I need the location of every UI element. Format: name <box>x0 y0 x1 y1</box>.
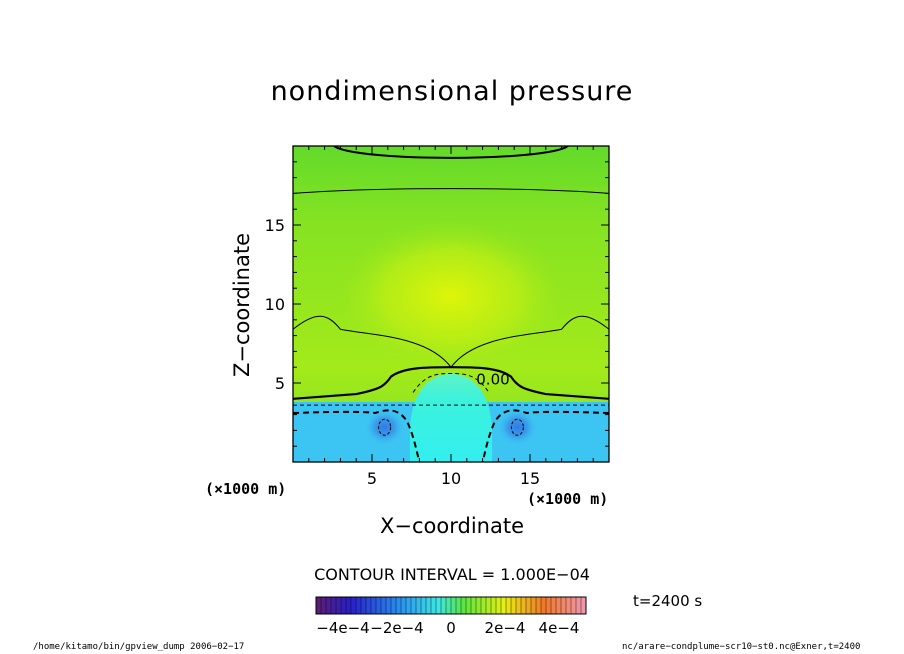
contour-zero <box>293 366 609 400</box>
colorbar-cell <box>491 597 497 614</box>
colorbar-cell <box>456 597 462 614</box>
colorbar-cell <box>481 597 487 614</box>
colorbar-cell <box>391 597 397 614</box>
colorbar-cell <box>546 597 552 614</box>
colorbar-tick-label: 2e−4 <box>485 619 526 637</box>
x-tick-label: 10 <box>441 469 461 488</box>
contour-dashed-left <box>293 409 421 462</box>
colorbar-tick-label: −4e−4 <box>316 619 369 637</box>
colorbar-cell <box>341 597 347 614</box>
colorbar-cell <box>536 597 542 614</box>
colorbar-cell <box>426 597 432 614</box>
colorbar-cell <box>501 597 507 614</box>
colorbar-cell <box>421 597 427 614</box>
colorbar-cell <box>361 597 367 614</box>
contour-dashed-core <box>412 373 490 393</box>
y-tick-label: 15 <box>265 216 285 235</box>
colorbar-cell <box>346 597 352 614</box>
contour-top <box>333 146 569 159</box>
colorbar-cell <box>411 597 417 614</box>
colorbar-cell <box>581 597 587 614</box>
colorbar-cell <box>541 597 547 614</box>
x-axis-unit: (×1000 m) <box>527 490 609 508</box>
colorbar-cell <box>416 597 422 614</box>
contour-min-left <box>378 418 392 436</box>
field-core <box>409 373 493 462</box>
contour-dashed-right <box>481 409 609 462</box>
colorbar-tick-label: −2e−4 <box>370 619 423 637</box>
colorbar-cell <box>371 597 377 614</box>
x-tick-label: 5 <box>367 469 377 488</box>
colorbar-cell <box>571 597 577 614</box>
contour-interval-text: CONTOUR INTERVAL = 1.000E−04 <box>314 565 590 584</box>
colorbar-cell <box>336 597 342 614</box>
colorbar-cell <box>561 597 567 614</box>
colorbar-cell <box>476 597 482 614</box>
colorbar-cell <box>531 597 537 614</box>
colorbar-cell <box>496 597 502 614</box>
field-minimum-left <box>364 409 405 446</box>
axis-ticks: 5 10 15 5 10 15 <box>265 146 609 488</box>
footer-right-text: nc/arare−condplume−scr10−st0.nc@Exner,t=… <box>622 642 861 652</box>
colorbar: −4e−4 −2e−4 0 2e−4 4e−4 <box>315 596 587 637</box>
pressure-field <box>293 146 609 462</box>
colorbar-cell <box>326 597 332 614</box>
colorbar-cell <box>321 597 327 614</box>
field-minimum-right <box>497 409 538 446</box>
y-tick-label: 5 <box>275 374 285 393</box>
colorbar-cell <box>436 597 442 614</box>
colorbar-cell <box>566 597 572 614</box>
contour-lines: 0.00 <box>293 146 609 462</box>
colorbar-cell <box>431 597 437 614</box>
colorbar-cell <box>316 597 322 614</box>
colorbar-cell <box>366 597 372 614</box>
colorbar-cell <box>331 597 337 614</box>
colorbar-cell <box>451 597 457 614</box>
colorbar-cell <box>521 597 527 614</box>
colorbar-cell <box>356 597 362 614</box>
colorbar-cell <box>446 597 452 614</box>
contour-min-right <box>510 418 524 436</box>
colorbar-cell <box>461 597 467 614</box>
colorbar-cell <box>396 597 402 614</box>
colorbar-cell <box>576 597 582 614</box>
footer-left-text: /home/kitamo/bin/gpview_dump 2006−02−17 <box>33 642 245 652</box>
colorbar-cell <box>556 597 562 614</box>
colorbar-cell <box>441 597 447 614</box>
contour-upper <box>293 188 609 194</box>
chart-title: nondimensional pressure <box>270 76 634 107</box>
y-axis-unit: (×1000 m) <box>205 480 287 498</box>
colorbar-cell <box>466 597 472 614</box>
colorbar-cell <box>401 597 407 614</box>
colorbar-tick-label: 4e−4 <box>539 619 580 637</box>
field-upper-center <box>337 220 565 372</box>
colorbar-cell <box>486 597 492 614</box>
colorbar-cell <box>551 597 557 614</box>
y-tick-label: 10 <box>265 295 285 314</box>
colorbar-tick-label: 0 <box>446 619 456 637</box>
colorbar-cell <box>381 597 387 614</box>
colorbar-cell <box>376 597 382 614</box>
y-axis-label: Z−coordinate <box>230 233 254 377</box>
colorbar-cell <box>526 597 532 614</box>
colorbar-cell <box>386 597 392 614</box>
colorbar-cell <box>406 597 412 614</box>
colorbar-border <box>315 596 587 615</box>
x-tick-label: 15 <box>520 469 540 488</box>
colorbar-cell <box>516 597 522 614</box>
contour-label: 0.00 <box>476 371 509 389</box>
time-label: t=2400 s <box>633 592 703 610</box>
colorbar-cell <box>471 597 477 614</box>
x-axis-label: X−coordinate <box>380 514 524 538</box>
colorbar-cell <box>351 597 357 614</box>
colorbar-cell <box>511 597 517 614</box>
colorbar-cell <box>506 597 512 614</box>
